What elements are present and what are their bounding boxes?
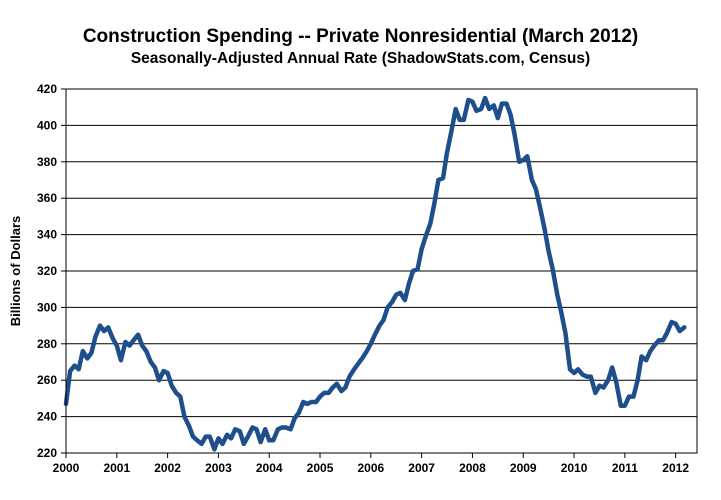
chart-title: Construction Spending -- Private Nonresi… — [82, 26, 639, 47]
y-axis-ticks: 220 240 260 280 300 320 340 360 380 400 420 — [37, 82, 66, 460]
x-tick-label: 2007 — [408, 461, 435, 475]
series-line-0 — [63, 95, 687, 452]
y-tick-label: 340 — [37, 228, 57, 242]
y-tick-label: 320 — [37, 264, 57, 278]
x-tick-label: 2006 — [357, 461, 384, 475]
y-tick-label: 220 — [37, 446, 57, 460]
x-tick-label: 2010 — [561, 461, 588, 475]
x-tick-label: 2011 — [612, 461, 638, 475]
y-axis-label: Billions of Dollars — [8, 216, 23, 327]
y-tick-label: 260 — [37, 373, 57, 387]
y-tick-label: 360 — [37, 191, 57, 205]
x-tick-label: 2005 — [307, 461, 334, 475]
y-tick-label: 400 — [37, 118, 57, 132]
y-tick-label: 380 — [37, 155, 57, 169]
y-tick-label: 240 — [37, 410, 57, 424]
x-axis-ticks: 2000 2001 2002 2003 2004 2005 2006 2007 2008 2009… — [53, 453, 689, 475]
y-tick-label: 280 — [37, 337, 57, 351]
x-tick-label: 2000 — [53, 461, 80, 475]
x-tick-label: 2009 — [510, 461, 537, 475]
y-tick-label: 300 — [37, 300, 57, 314]
gridlines — [66, 88, 697, 454]
x-tick-label: 2003 — [205, 461, 232, 475]
x-tick-label: 2008 — [459, 461, 486, 475]
x-tick-label: 2001 — [103, 461, 130, 475]
chart-subtitle: Seasonally-Adjusted Annual Rate (ShadowS… — [130, 50, 591, 67]
x-tick-label: 2004 — [256, 461, 283, 475]
x-tick-label: 2002 — [154, 461, 181, 475]
series-group — [63, 95, 687, 452]
x-tick-label: 2012 — [662, 461, 689, 475]
plot-area-frame — [65, 88, 698, 454]
y-tick-label: 420 — [37, 82, 57, 96]
